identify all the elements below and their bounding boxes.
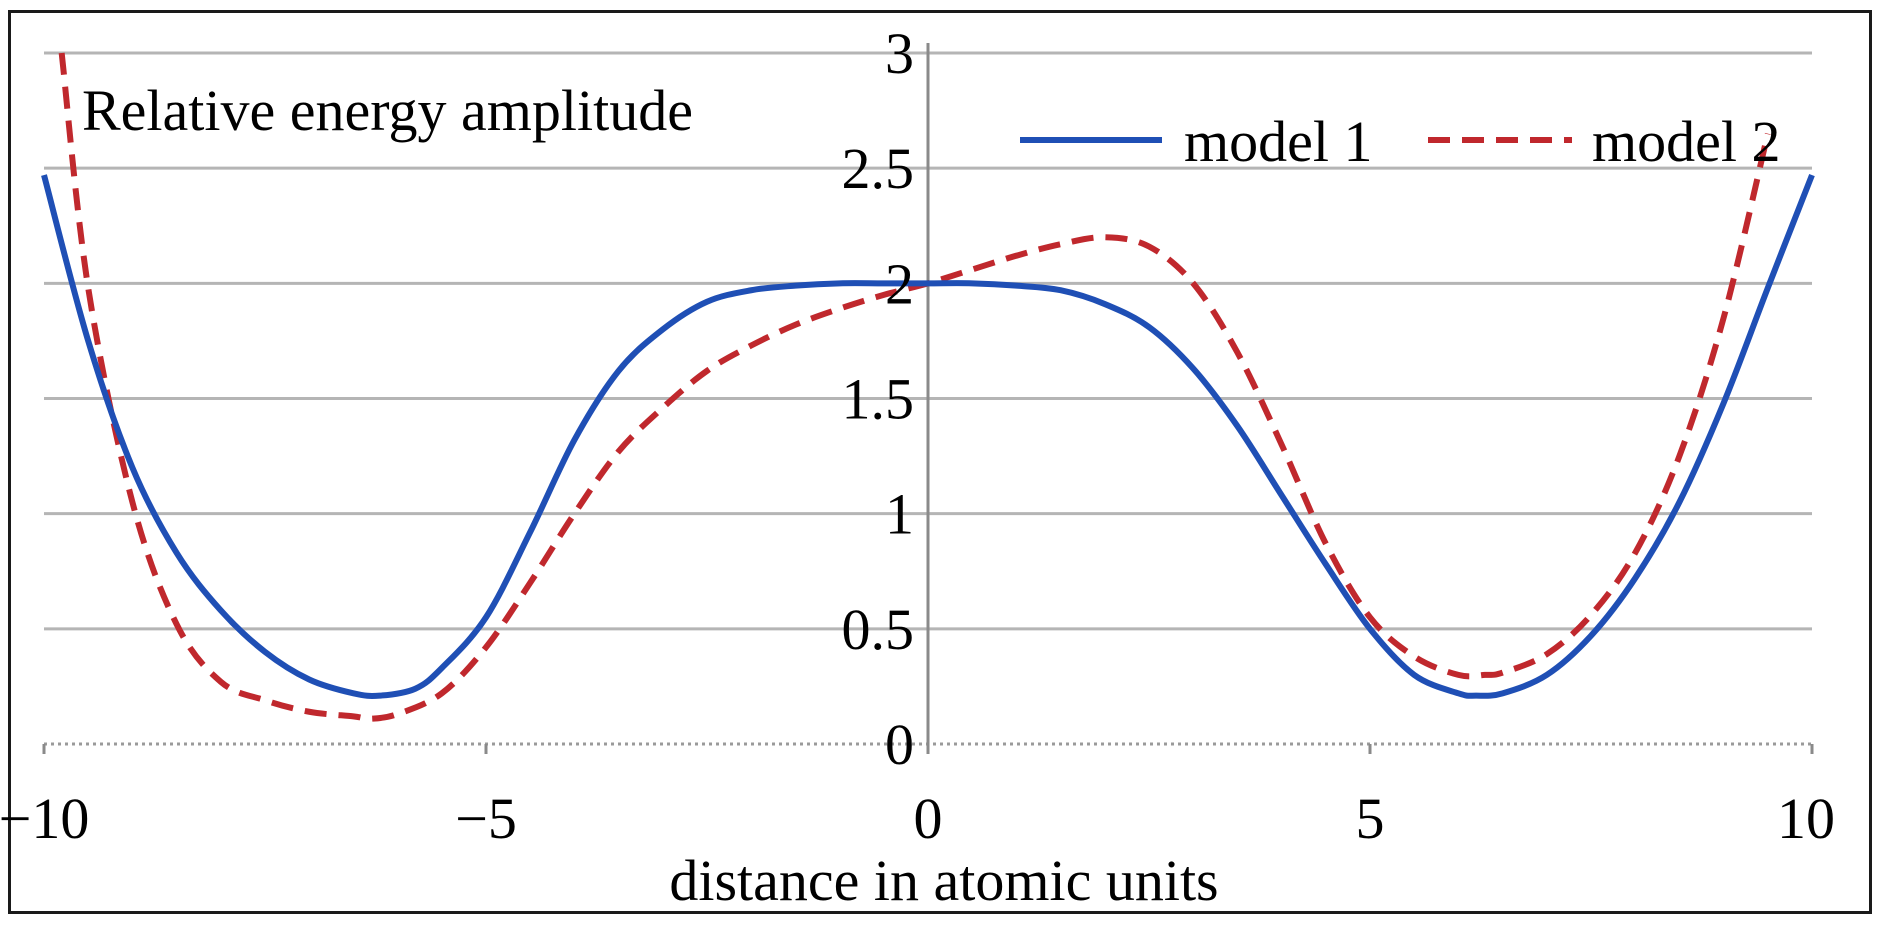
y-tick-label-6: 3 bbox=[885, 21, 914, 86]
y-tick-label-3: 1.5 bbox=[842, 367, 915, 432]
axes bbox=[42, 43, 1814, 754]
x-axis-title: distance in atomic units bbox=[669, 848, 1218, 913]
tick-labels: −10 −5 0 5 10 0 0.5 1 1.5 2 2.5 3 bbox=[0, 21, 1835, 851]
y-tick-label-0: 0 bbox=[885, 712, 914, 777]
x-tick-label-2: 0 bbox=[914, 786, 943, 851]
legend: model 1 model 2 bbox=[1020, 109, 1780, 174]
x-tick-label-0: −10 bbox=[0, 786, 89, 851]
y-tick-label-2: 1 bbox=[885, 482, 914, 547]
series-lines bbox=[41, 52, 1815, 722]
x-tick-label-3: 5 bbox=[1356, 786, 1385, 851]
chart-title: Relative energy amplitude bbox=[82, 78, 693, 143]
x-tick-label-4: 10 bbox=[1777, 786, 1835, 851]
y-tick-label-5: 2.5 bbox=[842, 136, 915, 201]
x-tick-label-1: −5 bbox=[455, 786, 517, 851]
legend-label-model-1: model 1 bbox=[1184, 109, 1372, 174]
y-tick-label-1: 0.5 bbox=[842, 597, 915, 662]
series-line-model-1 bbox=[41, 173, 1815, 699]
chart-frame bbox=[8, 10, 1872, 914]
legend-label-model-2: model 2 bbox=[1592, 109, 1780, 174]
y-tick-label-4: 2 bbox=[885, 251, 914, 316]
series-line-model-2 bbox=[58, 52, 1771, 722]
